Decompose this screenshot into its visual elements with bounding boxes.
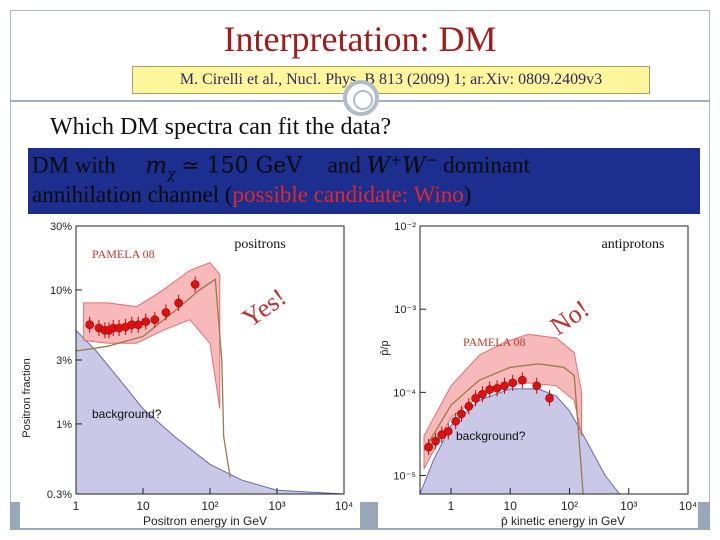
- mass-value: ≃ 150 GeV: [181, 153, 303, 179]
- data-point: [150, 315, 160, 324]
- data-point: [464, 401, 474, 411]
- x-tick-label: 10³: [268, 499, 285, 513]
- x-tick-label: 10²: [561, 499, 578, 513]
- y-tick-label: 0.3%: [47, 489, 72, 501]
- model-curve: [75, 278, 231, 478]
- data-point: [518, 375, 527, 385]
- positron-legend: PAMELA 08: [92, 247, 155, 261]
- y-tick-label: 10%: [50, 285, 72, 297]
- y-tick-label: 1%: [56, 419, 72, 431]
- positron-plot-svg: Positron fraction Positron energy in GeV…: [21, 221, 354, 528]
- x-tick-label: 1: [73, 499, 80, 513]
- data-point: [471, 393, 480, 403]
- data-point: [485, 385, 494, 394]
- antiproton-ylabel: p̄/p: [379, 340, 391, 355]
- y-tick-label: 3%: [56, 355, 72, 367]
- data-point: [532, 381, 542, 391]
- data-point: [478, 389, 487, 399]
- data-point: [424, 442, 433, 452]
- ring-ornament-icon: [343, 80, 379, 116]
- wino-candidate: possible candidate: Wino: [232, 182, 464, 207]
- statement-line-1: DM with mχ ≃ 150 GeV and W+W− dominant: [32, 152, 530, 182]
- statement-suffix: dominant: [443, 152, 531, 178]
- positron-title: positrons: [234, 237, 285, 252]
- data-point: [443, 427, 453, 436]
- x-tick-label: 10: [136, 499, 150, 513]
- y-tick-label: 10⁻⁵: [393, 471, 416, 483]
- x-tick-label: 10³: [620, 499, 637, 513]
- data-point: [174, 298, 183, 308]
- data-point: [431, 436, 440, 446]
- statement-prefix: DM with: [32, 152, 116, 178]
- w-boson-pair: W+W−: [366, 152, 438, 179]
- highlight-box: [28, 148, 700, 214]
- reference-text: M. Cirelli et al., Nucl. Phys. B 813 (20…: [179, 71, 603, 88]
- data-point: [508, 378, 517, 388]
- channel-close: ): [463, 182, 472, 207]
- data-point: [451, 416, 460, 426]
- question-text: Which DM spectra can fit the data?: [50, 114, 392, 140]
- data-point: [85, 320, 94, 330]
- background-band: [75, 329, 345, 495]
- data-point: [545, 393, 554, 403]
- mass-symbol: mχ: [145, 152, 176, 183]
- y-tick-label: 10⁻³: [394, 304, 416, 316]
- x-tick-label: 10²: [201, 499, 218, 513]
- data-point: [141, 317, 151, 326]
- x-tick-label: 10⁴: [679, 499, 698, 513]
- x-tick-label: 10⁴: [335, 499, 354, 513]
- positron-ylabel: Positron fraction: [21, 358, 33, 437]
- antiproton-background-label: background?: [456, 429, 526, 443]
- and-word: and: [327, 152, 361, 178]
- antiproton-plot-svg: p̄/p p̄ kinetic energy in GeV antiproton…: [379, 221, 698, 528]
- y-tick-label: 30%: [50, 221, 72, 233]
- x-tick-label: 1: [448, 499, 455, 513]
- data-point: [161, 308, 171, 317]
- data-point: [457, 409, 466, 419]
- positron-verdict: Yes!: [237, 282, 292, 332]
- antiproton-plot: p̄/p p̄ kinetic energy in GeV antiproton…: [378, 218, 698, 528]
- y-tick-label: 10⁻⁴: [393, 387, 416, 399]
- data-point: [190, 280, 200, 289]
- positron-background-label: background?: [92, 407, 162, 421]
- model-curve: [423, 363, 584, 495]
- antiproton-xlabel: p̄ kinetic energy in GeV: [501, 514, 625, 528]
- antiproton-legend: PAMELA 08: [463, 335, 526, 349]
- antiproton-verdict: No!: [545, 294, 595, 341]
- data-point: [500, 381, 509, 391]
- reference-box: M. Cirelli et al., Nucl. Phys. B 813 (20…: [132, 66, 650, 94]
- x-tick-label: 10: [504, 499, 518, 513]
- plot-frame: [419, 225, 689, 495]
- statement-line-2: annihilation channel (possible candidate…: [32, 182, 471, 208]
- antiproton-title: antiprotons: [602, 237, 665, 252]
- channel-text: annihilation channel (: [32, 182, 233, 207]
- positron-xlabel: Positron energy in GeV: [143, 514, 267, 528]
- y-tick-label: 10⁻²: [394, 221, 416, 233]
- slide-title: Interpretation: DM: [223, 19, 497, 59]
- data-point: [492, 383, 502, 393]
- data-point: [133, 320, 143, 330]
- positron-plot: Positron fraction Positron energy in GeV…: [20, 218, 360, 528]
